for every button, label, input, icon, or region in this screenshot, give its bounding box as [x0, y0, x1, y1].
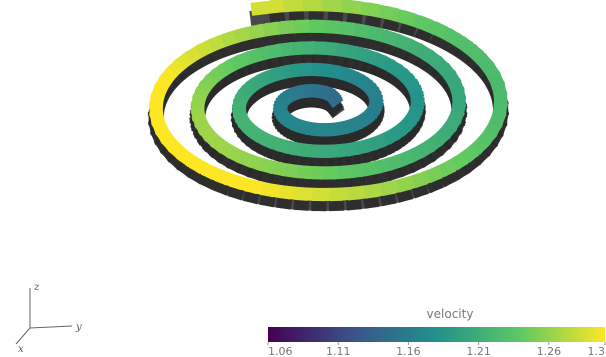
x-axis-arrow [16, 328, 30, 344]
tick-label: 1.06 [268, 345, 293, 357]
spiral-render [156, 5, 500, 204]
y-axis-arrow [30, 326, 72, 328]
colorbar [268, 327, 605, 342]
axes-widget: y z x [16, 282, 82, 355]
tick-label: 1.26 [537, 345, 562, 357]
spiral-top [258, 6, 277, 8]
z-label: z [33, 282, 40, 293]
tick-label: 1.16 [396, 345, 421, 357]
spiral-side [258, 15, 277, 17]
tick-label: 1.11 [326, 345, 351, 357]
colorbar-ticks: 1.06 1.11 1.16 1.21 1.26 1.3 [268, 342, 605, 357]
scene: y z x velocity 1.06 1.11 1.16 1.21 1.26 1.3 [0, 0, 606, 357]
x-label: x [18, 344, 24, 355]
colorbar-title: velocity [427, 307, 474, 321]
tick-label: 1.3 [588, 345, 606, 357]
y-label: y [75, 322, 82, 333]
tick-label: 1.21 [466, 345, 491, 357]
